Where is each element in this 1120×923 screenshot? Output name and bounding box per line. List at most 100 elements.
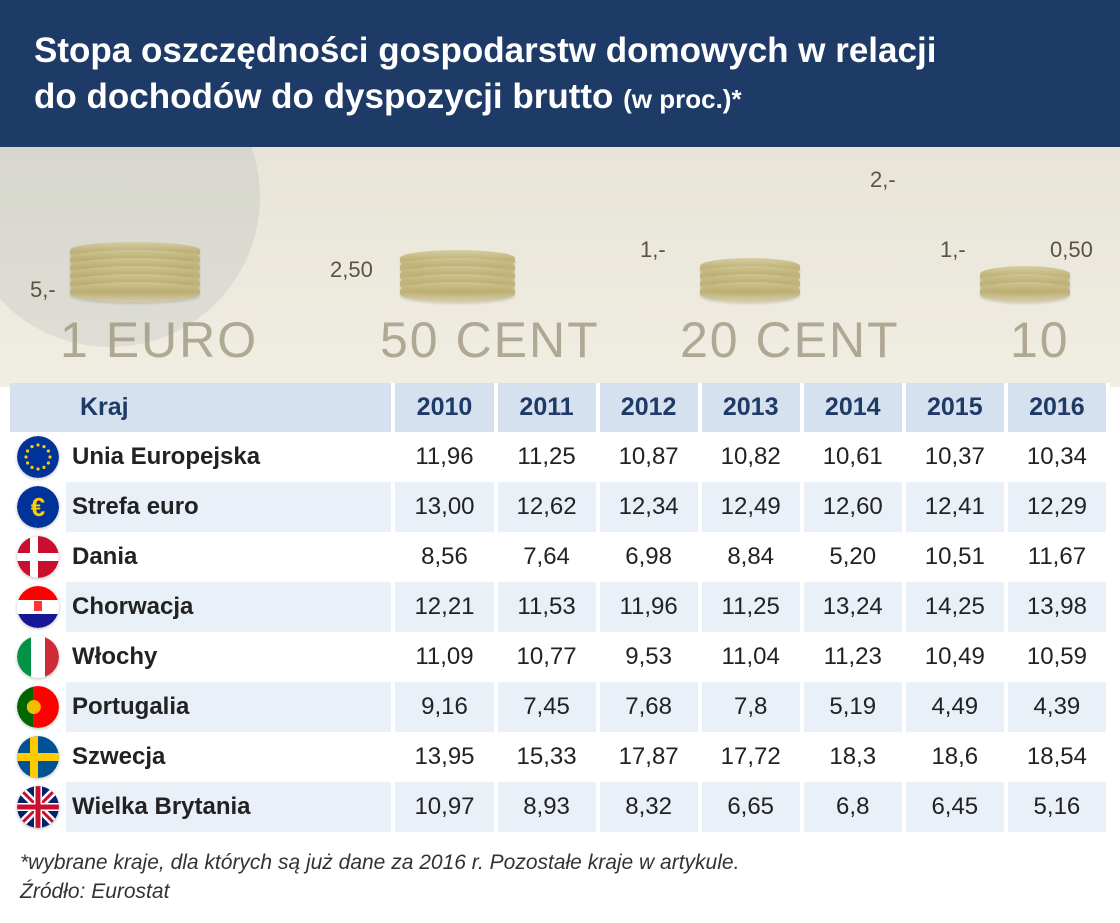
flag-cell bbox=[10, 682, 66, 732]
value-cell: 4,39 bbox=[1006, 682, 1108, 732]
title-line1: Stopa oszczędności gospodarstw domowych … bbox=[34, 31, 936, 70]
value-cell: 9,53 bbox=[598, 632, 700, 682]
flag-gb-icon bbox=[17, 786, 59, 828]
country-name: Szwecja bbox=[66, 732, 393, 782]
value-cell: 11,25 bbox=[700, 582, 802, 632]
col-2015: 2015 bbox=[904, 383, 1006, 432]
value-cell: 9,16 bbox=[393, 682, 495, 732]
source-label: Źródło: bbox=[20, 880, 85, 903]
chart-header: Stopa oszczędności gospodarstw domowych … bbox=[0, 0, 1120, 147]
country-name: Wielka Brytania bbox=[66, 782, 393, 832]
value-cell: 12,62 bbox=[496, 482, 598, 532]
value-cell: 17,87 bbox=[598, 732, 700, 782]
banner-image: 1 EURO 50 CENT 20 CENT 10 5,- 2,50 1,- 2… bbox=[0, 147, 1120, 387]
table-row: Wielka Brytania10,978,938,326,656,86,455… bbox=[10, 782, 1108, 832]
savings-table: Kraj 2010 2011 2012 2013 2014 2015 2016 … bbox=[10, 383, 1110, 832]
value-cell: 6,98 bbox=[598, 532, 700, 582]
scale-mark: 0,50 bbox=[1050, 237, 1093, 263]
value-cell: 11,96 bbox=[393, 432, 495, 482]
value-cell: 11,96 bbox=[598, 582, 700, 632]
value-cell: 10,77 bbox=[496, 632, 598, 682]
value-cell: 13,00 bbox=[393, 482, 495, 532]
data-table-container: Kraj 2010 2011 2012 2013 2014 2015 2016 … bbox=[0, 383, 1120, 832]
value-cell: 7,64 bbox=[496, 532, 598, 582]
value-cell: 8,93 bbox=[496, 782, 598, 832]
coin-label-50c: 50 CENT bbox=[380, 311, 600, 369]
table-row: Dania8,567,646,988,845,2010,5111,67 bbox=[10, 532, 1108, 582]
value-cell: 10,37 bbox=[904, 432, 1006, 482]
col-2014: 2014 bbox=[802, 383, 904, 432]
title-subtitle: (w proc.)* bbox=[623, 84, 741, 114]
svg-text:€: € bbox=[31, 492, 45, 522]
value-cell: 10,49 bbox=[904, 632, 1006, 682]
flag-cell bbox=[10, 782, 66, 832]
value-cell: 5,20 bbox=[802, 532, 904, 582]
col-2011: 2011 bbox=[496, 383, 598, 432]
table-row: Portugalia9,167,457,687,85,194,494,39 bbox=[10, 682, 1108, 732]
flag-it-icon bbox=[17, 636, 59, 678]
value-cell: 8,56 bbox=[393, 532, 495, 582]
flag-cell bbox=[10, 632, 66, 682]
country-name: Strefa euro bbox=[66, 482, 393, 532]
value-cell: 4,49 bbox=[904, 682, 1006, 732]
value-cell: 10,59 bbox=[1006, 632, 1108, 682]
flag-hr-icon bbox=[17, 586, 59, 628]
flag-cell bbox=[10, 532, 66, 582]
value-cell: 17,72 bbox=[700, 732, 802, 782]
col-country: Kraj bbox=[10, 383, 393, 432]
coin-stack-4 bbox=[980, 278, 1070, 302]
flag-euro-icon: € bbox=[17, 486, 59, 528]
chart-title: Stopa oszczędności gospodarstw domowych … bbox=[34, 28, 1086, 119]
value-cell: 11,67 bbox=[1006, 532, 1108, 582]
country-name: Dania bbox=[66, 532, 393, 582]
value-cell: 10,51 bbox=[904, 532, 1006, 582]
table-body: Unia Europejska11,9611,2510,8710,8210,61… bbox=[10, 432, 1108, 832]
table-row: Włochy11,0910,779,5311,0411,2310,4910,59 bbox=[10, 632, 1108, 682]
value-cell: 10,34 bbox=[1006, 432, 1108, 482]
value-cell: 12,29 bbox=[1006, 482, 1108, 532]
value-cell: 13,98 bbox=[1006, 582, 1108, 632]
table-row: Szwecja13,9515,3317,8717,7218,318,618,54 bbox=[10, 732, 1108, 782]
country-name: Chorwacja bbox=[66, 582, 393, 632]
scale-mark: 1,- bbox=[940, 237, 966, 263]
value-cell: 7,45 bbox=[496, 682, 598, 732]
col-2012: 2012 bbox=[598, 383, 700, 432]
scale-mark: 5,- bbox=[30, 277, 56, 303]
country-name: Unia Europejska bbox=[66, 432, 393, 482]
col-2013: 2013 bbox=[700, 383, 802, 432]
value-cell: 7,8 bbox=[700, 682, 802, 732]
coin-stack-3 bbox=[700, 270, 800, 302]
title-line2: do dochodów do dyspozycji brutto bbox=[34, 77, 613, 116]
coin-stack-2 bbox=[400, 262, 515, 302]
value-cell: 12,60 bbox=[802, 482, 904, 532]
value-cell: 12,21 bbox=[393, 582, 495, 632]
table-header-row: Kraj 2010 2011 2012 2013 2014 2015 2016 bbox=[10, 383, 1108, 432]
value-cell: 8,84 bbox=[700, 532, 802, 582]
value-cell: 8,32 bbox=[598, 782, 700, 832]
value-cell: 12,41 bbox=[904, 482, 1006, 532]
country-name: Włochy bbox=[66, 632, 393, 682]
table-row: €Strefa euro13,0012,6212,3412,4912,6012,… bbox=[10, 482, 1108, 532]
value-cell: 18,3 bbox=[802, 732, 904, 782]
scale-mark: 2,- bbox=[870, 167, 896, 193]
value-cell: 12,34 bbox=[598, 482, 700, 532]
flag-cell bbox=[10, 582, 66, 632]
value-cell: 13,24 bbox=[802, 582, 904, 632]
value-cell: 10,61 bbox=[802, 432, 904, 482]
col-2016: 2016 bbox=[1006, 383, 1108, 432]
value-cell: 15,33 bbox=[496, 732, 598, 782]
coin-label-1euro: 1 EURO bbox=[60, 311, 258, 369]
value-cell: 10,87 bbox=[598, 432, 700, 482]
value-cell: 13,95 bbox=[393, 732, 495, 782]
scale-mark: 2,50 bbox=[330, 257, 373, 283]
value-cell: 11,25 bbox=[496, 432, 598, 482]
country-name: Portugalia bbox=[66, 682, 393, 732]
source-value: Eurostat bbox=[91, 880, 169, 903]
value-cell: 18,54 bbox=[1006, 732, 1108, 782]
value-cell: 11,04 bbox=[700, 632, 802, 682]
flag-dk-icon bbox=[17, 536, 59, 578]
chart-footer: *wybrane kraje, dla których są już dane … bbox=[0, 832, 1120, 923]
value-cell: 6,65 bbox=[700, 782, 802, 832]
flag-cell bbox=[10, 732, 66, 782]
col-2010: 2010 bbox=[393, 383, 495, 432]
